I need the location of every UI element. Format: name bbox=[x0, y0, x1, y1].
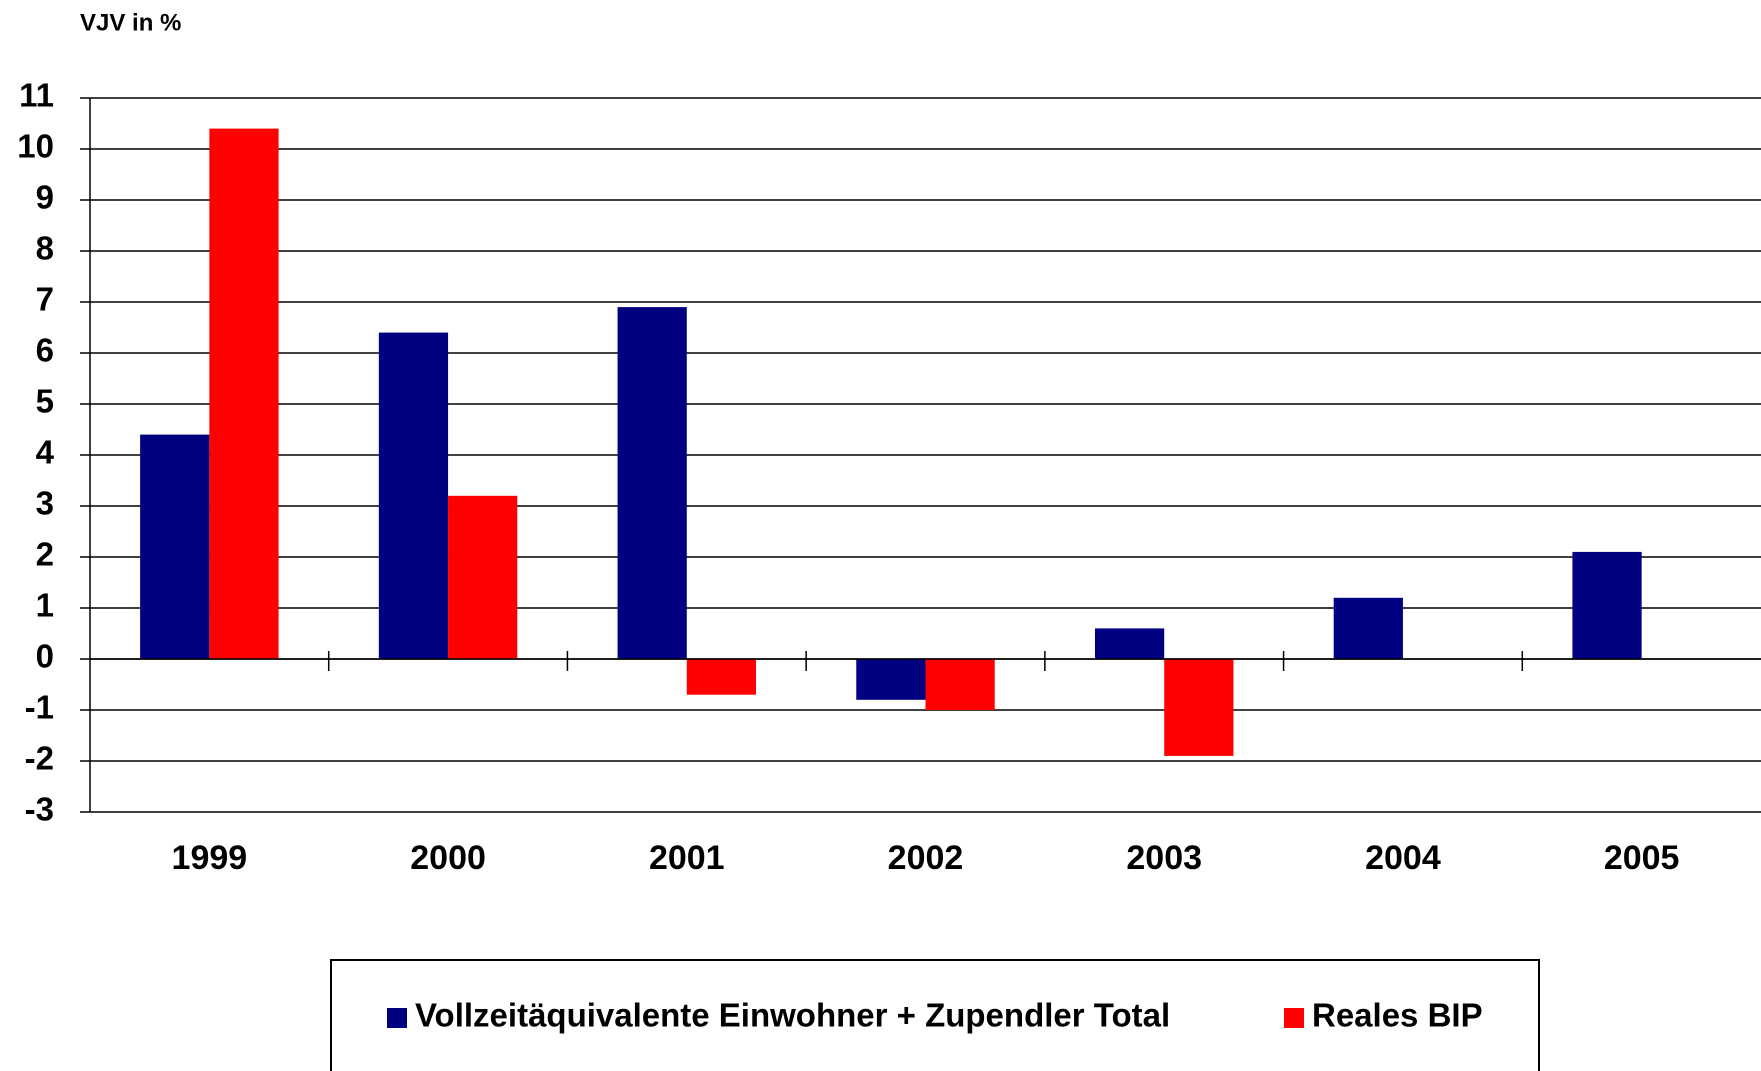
legend-label: Vollzeitäquivalente Einwohner + Zupendle… bbox=[415, 997, 1170, 1034]
y-tick-label: 7 bbox=[36, 281, 54, 318]
y-tick-label: 6 bbox=[36, 332, 54, 369]
y-tick-label: -1 bbox=[25, 689, 54, 726]
x-tick-label: 2004 bbox=[1365, 839, 1441, 877]
x-tick-label: 2001 bbox=[649, 839, 725, 877]
bar bbox=[856, 659, 926, 700]
bar bbox=[448, 495, 518, 659]
bar bbox=[378, 332, 449, 659]
y-tick-label: 11 bbox=[19, 77, 54, 114]
y-tick-label: 8 bbox=[36, 230, 54, 267]
bar bbox=[1164, 659, 1234, 756]
bar bbox=[1094, 628, 1165, 659]
y-tick-label: -2 bbox=[25, 740, 54, 777]
x-tick-label: 2002 bbox=[888, 839, 964, 877]
y-tick-label: 0 bbox=[36, 638, 54, 675]
y-tick-label: 1 bbox=[36, 587, 54, 624]
legend-label: Reales BIP bbox=[1312, 997, 1483, 1034]
legend-marker bbox=[1284, 1008, 1304, 1028]
bar bbox=[617, 307, 687, 659]
y-tick-label: -3 bbox=[25, 791, 54, 828]
y-tick-label: 2 bbox=[36, 536, 54, 573]
x-tick-label: 2003 bbox=[1126, 839, 1202, 877]
bar bbox=[140, 434, 210, 659]
bar bbox=[1333, 597, 1403, 659]
x-tick-label: 2000 bbox=[410, 839, 486, 877]
bar bbox=[686, 659, 757, 695]
x-tick-label: 2005 bbox=[1604, 839, 1680, 877]
legend-marker bbox=[387, 1008, 407, 1028]
legend-box bbox=[330, 959, 1540, 1071]
bar bbox=[1572, 551, 1642, 659]
y-tick-label: 10 bbox=[17, 128, 54, 165]
y-tick-label: 4 bbox=[36, 434, 55, 471]
y-tick-label: 9 bbox=[36, 179, 54, 216]
x-tick-label: 1999 bbox=[172, 839, 248, 877]
bar bbox=[925, 659, 995, 710]
y-axis-title: VJV in % bbox=[80, 9, 181, 36]
y-tick-label: 5 bbox=[36, 383, 54, 420]
bar bbox=[209, 128, 279, 660]
y-tick-label: 3 bbox=[36, 485, 54, 522]
